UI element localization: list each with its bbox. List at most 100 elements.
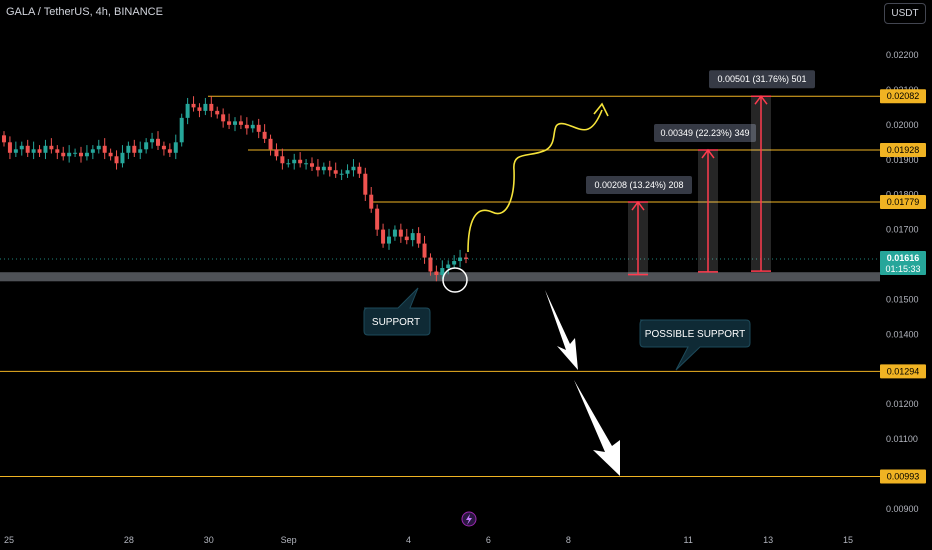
level-price-tag [880,195,926,210]
candle-body [61,152,66,157]
candle-body [138,149,143,153]
price-tick-label: 0.01900 [886,155,919,165]
candle-body [209,103,214,111]
possible-support-callout-label: POSSIBLE SUPPORT [645,329,745,340]
candle-body [280,156,285,164]
candle-body [49,145,54,150]
candle-body [327,166,332,171]
candle-body [446,264,451,269]
candle-body [84,152,89,157]
candlesticks [0,96,880,282]
candle-body [440,268,445,276]
candle-body [357,166,362,174]
price-tick-label: 0.01700 [886,225,919,235]
candle-body [339,173,344,175]
candle-body [369,194,374,209]
time-tick-label: 11 [684,535,693,545]
candle-body [144,142,149,150]
candle-body [150,138,155,143]
candle-body [227,121,232,125]
drawings [442,102,620,476]
possible-support-callout-box [639,319,751,371]
price-axis[interactable]: 0.022000.021000.020000.019000.018000.017… [880,0,932,550]
candle-body [114,156,119,164]
possible-support-callout: POSSIBLE SUPPORT [639,319,751,371]
projection-label: 0.00349 (22.23%) 349 [660,128,749,138]
candle-body [375,208,380,230]
candle-body [185,103,190,118]
callouts: SUPPORT POSSIBLE SUPPORT [363,287,751,371]
candle-body [381,229,386,244]
price-axis-bg [880,0,932,550]
price-tick-label: 0.01500 [886,294,919,304]
candle-body [37,149,42,153]
current-price-label: 0.01616 [887,253,920,263]
candle-body [79,152,83,157]
highlight-circle [442,267,468,293]
candle-body [126,145,131,153]
price-tick-label: 0.00900 [886,504,919,514]
candle-body [464,257,468,259]
projection-label-box [654,123,756,142]
projection-label: 0.00208 (13.24%) 208 [594,180,683,190]
candle-countdown: 01:15:33 [885,264,920,274]
down-arrow-2 [574,380,620,476]
price-levels [0,95,880,478]
support-zone [0,272,880,282]
candle-body [179,117,184,143]
level-price-tag [880,364,926,379]
level-price-tag [880,469,926,484]
candle-body [13,149,18,153]
candle-body [238,121,243,125]
time-tick-label: 15 [843,535,853,545]
currency-button[interactable]: USDT [884,3,926,24]
projected-path-arrowhead [593,102,609,117]
candle-body [55,149,60,153]
candle-body [404,236,409,241]
symbol-title: GALA / TetherUS, 4h, BINANCE [6,6,163,18]
candle-body [292,159,297,164]
price-tick-label: 0.01800 [886,190,919,200]
time-tick-label: Sep [281,535,297,545]
price-tick-label: 0.02200 [886,50,919,60]
candle-body [304,163,309,165]
time-axis[interactable]: 25 28 30 Sep 4 6 8 11 13 15 [4,511,853,545]
projection-label: 0.00501 (31.76%) 501 [717,74,806,84]
level-price-label: 0.01294 [887,366,920,376]
candle-body [25,145,30,153]
projection-arrows: 0.00208 (13.24%) 208 0.00349 (22.23%) 349… [586,70,815,276]
candle-body [315,166,320,171]
down-arrow-1 [545,290,578,370]
candle-body [102,145,107,153]
time-tick-label: 8 [566,535,571,545]
candle-body [274,149,279,157]
candle-body [67,152,72,157]
projection-label-box [586,176,692,195]
candle-body [268,138,273,150]
candle-body [422,243,427,258]
time-tick-label: 28 [124,535,134,545]
candle-body [215,110,220,115]
price-tick-label: 0.02000 [886,120,919,130]
projection-arrowhead [701,148,715,159]
candle-body [132,145,137,153]
candle-body [167,149,172,153]
candle-body [191,103,196,108]
candle-body [363,173,368,195]
candle-body [221,114,226,122]
projection-arrowhead [631,200,645,211]
candle-body [161,145,166,150]
price-tick-label: 0.01100 [886,434,918,444]
candle-body [286,163,291,165]
level-price-label: 0.02082 [887,91,920,101]
price-tick-label: 0.01200 [886,399,919,409]
candle-body [410,233,415,241]
current-price-tag [880,250,926,275]
support-band-rect [0,272,880,282]
candle-body [2,135,6,143]
projection-label-box [709,70,815,89]
projected-path [467,109,603,253]
candle-body [173,142,178,153]
candle-body [7,142,12,153]
